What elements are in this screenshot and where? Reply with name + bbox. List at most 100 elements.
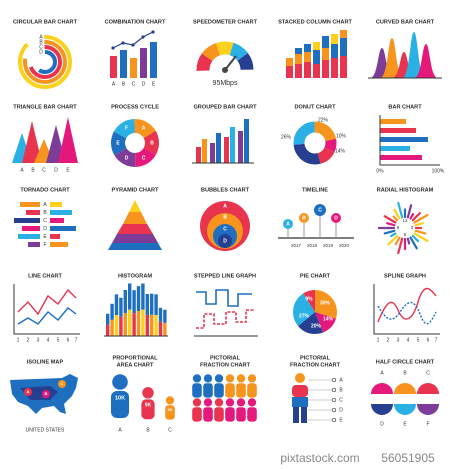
tornado-chart-shape <box>50 202 62 207</box>
bubbles-chart-label: A <box>223 203 227 209</box>
histogram-shape <box>106 283 167 336</box>
pictorial-fraction-chart-2-label: FRACTION CHART <box>290 362 341 368</box>
process-cycle-shape <box>111 119 159 167</box>
tornado-chart-shape <box>50 210 72 215</box>
radial-histogram-label: 6 <box>404 232 407 237</box>
proportional-area-chart-label: 2K <box>167 407 172 412</box>
radial-histogram-shape-shape <box>411 234 420 243</box>
histogram-shape-shape <box>145 294 149 316</box>
tornado-chart-label: TORNADO CHART <box>20 187 70 193</box>
bar-chart-shape <box>380 119 406 124</box>
bubbles-chart-label: D <box>223 238 227 244</box>
combination-chart: COMBINATION CHART A B C D E <box>105 19 166 87</box>
radial-histogram-shape <box>395 218 415 238</box>
radial-histogram-shape-shape <box>414 222 424 227</box>
pictorial-fraction-chart-2-shape <box>292 385 308 397</box>
isoline-map-shape <box>42 390 50 398</box>
half-circle-chart-label: HALF CIRCLE CHART <box>376 359 435 365</box>
line-chart-label: 4 <box>47 337 50 343</box>
proportional-area-chart: PROPORTIONAL AREA CHART 10K 9K 2K A B C <box>111 355 175 433</box>
tornado-chart-shape <box>20 202 40 207</box>
histogram-shape-shape <box>154 294 158 316</box>
process-cycle-label: C <box>142 155 146 161</box>
stacked-column-chart-shape-shape <box>295 48 302 54</box>
half-circle-chart-label: F <box>426 421 429 427</box>
bar-chart-label: BAR CHART <box>388 104 422 110</box>
circular-bar-chart-label: A <box>39 34 43 40</box>
isoline-map-shape <box>24 388 32 396</box>
tornado-chart-label: A <box>43 202 47 208</box>
pictorial-fraction-chart-2-label: C <box>339 397 343 403</box>
pictorial-fraction-chart-2-label: PICTORIAL <box>300 355 331 361</box>
grouped-bar-chart-shape <box>224 137 229 163</box>
pictorial-fraction-chart-label: PICTORIAL <box>210 355 241 361</box>
pictorial-fraction-chart-2-shape-shape <box>331 387 337 393</box>
donut-chart-label: 22% <box>318 117 329 123</box>
pyramid-chart-shape <box>108 243 162 250</box>
speedometer-chart-shape-shape <box>196 41 254 99</box>
line-chart-label: 1 <box>17 337 20 343</box>
pictorial-fraction-chart: PICTORIAL FRACTION CHART <box>192 355 257 422</box>
timeline-label: TIMELINE <box>302 187 328 193</box>
circular-bar-chart-shape-shape <box>33 50 57 74</box>
grouped-bar-chart-shape <box>216 133 221 163</box>
pictorial-fraction-chart-2-shape <box>295 373 305 383</box>
pictorial-fraction-chart-shape-shape <box>247 374 257 398</box>
half-circle-chart-label: C <box>426 370 430 376</box>
combination-chart-shape-shape <box>151 30 155 34</box>
process-cycle-label: B <box>150 140 154 146</box>
histogram-shape-shape <box>158 321 163 336</box>
pictorial-fraction-chart-2-shape <box>331 377 337 423</box>
tornado-chart: TORNADO CHART A B C D E F <box>14 187 76 248</box>
pyramid-chart: PYRAMID CHART <box>108 187 162 250</box>
histogram-shape-shape <box>136 286 141 312</box>
stacked-column-chart: STACKED COLUMN CHART <box>278 19 353 78</box>
grouped-bar-chart-shape <box>202 139 207 163</box>
isoline-map-label: B <box>45 391 48 396</box>
stacked-column-chart-shape <box>286 30 347 78</box>
half-circle-chart-label: D <box>380 421 384 427</box>
histogram-shape-shape <box>163 309 167 323</box>
histogram-shape-shape <box>136 311 141 336</box>
histogram-shape-shape <box>128 309 132 336</box>
timeline-shape <box>283 219 293 229</box>
radial-histogram-shape-shape <box>413 213 429 224</box>
radial-histogram: RADIAL HISTOGRAM 12 3 6 9 <box>377 187 434 255</box>
histogram-shape-shape <box>145 315 149 336</box>
histogram-shape-shape <box>132 290 136 314</box>
combination-chart-shape <box>140 48 147 78</box>
histogram: HISTOGRAM <box>104 273 168 337</box>
pie-chart-label: 14% <box>323 316 334 322</box>
pictorial-fraction-chart-2-shape-shape <box>331 407 337 413</box>
spline-graph-label: 6 <box>427 337 430 343</box>
combination-chart-shape <box>150 42 157 78</box>
curved-bar-chart-shape <box>380 38 404 78</box>
speedometer-chart-shape <box>222 67 228 73</box>
triangle-bar-chart: TRIANGLE BAR CHART A B C D E <box>12 104 78 173</box>
combination-chart-label: E <box>152 81 156 87</box>
circular-bar-chart-label: CIRCULAR BAR CHART <box>13 19 78 25</box>
histogram-shape-shape <box>114 315 119 336</box>
pictorial-fraction-chart-shape <box>192 374 257 422</box>
circular-bar-chart-label: D <box>39 49 43 55</box>
timeline-shape <box>314 204 326 216</box>
half-circle-chart-label: E <box>403 421 407 427</box>
combination-chart-label: A <box>112 81 116 87</box>
radial-histogram-shape-shape <box>383 215 397 224</box>
tornado-chart-shape <box>50 226 76 231</box>
pictorial-fraction-chart-2-label: E <box>339 417 343 423</box>
grouped-bar-chart-shape <box>244 119 249 163</box>
spline-graph-label: 4 <box>407 337 410 343</box>
combination-chart-shape <box>110 56 117 78</box>
donut-chart-shape-shape <box>293 121 337 165</box>
speedometer-chart-label: SPEEDOMETER CHART <box>193 19 258 25</box>
bubbles-chart-label: C <box>223 226 227 232</box>
speedometer-chart: SPEEDOMETER CHART 95Mbps <box>193 19 258 99</box>
line-chart: LINE CHART 1 2 3 4 5 6 7 <box>13 273 80 343</box>
bar-chart-shape <box>380 137 428 142</box>
stacked-column-chart-shape-shape <box>331 44 338 58</box>
histogram-shape-shape <box>141 309 145 336</box>
pyramid-chart-shape <box>112 234 158 243</box>
pictorial-fraction-chart-2-label: B <box>339 387 343 393</box>
stepped-line-graph: STEPPED LINE GRAPH <box>194 273 258 337</box>
